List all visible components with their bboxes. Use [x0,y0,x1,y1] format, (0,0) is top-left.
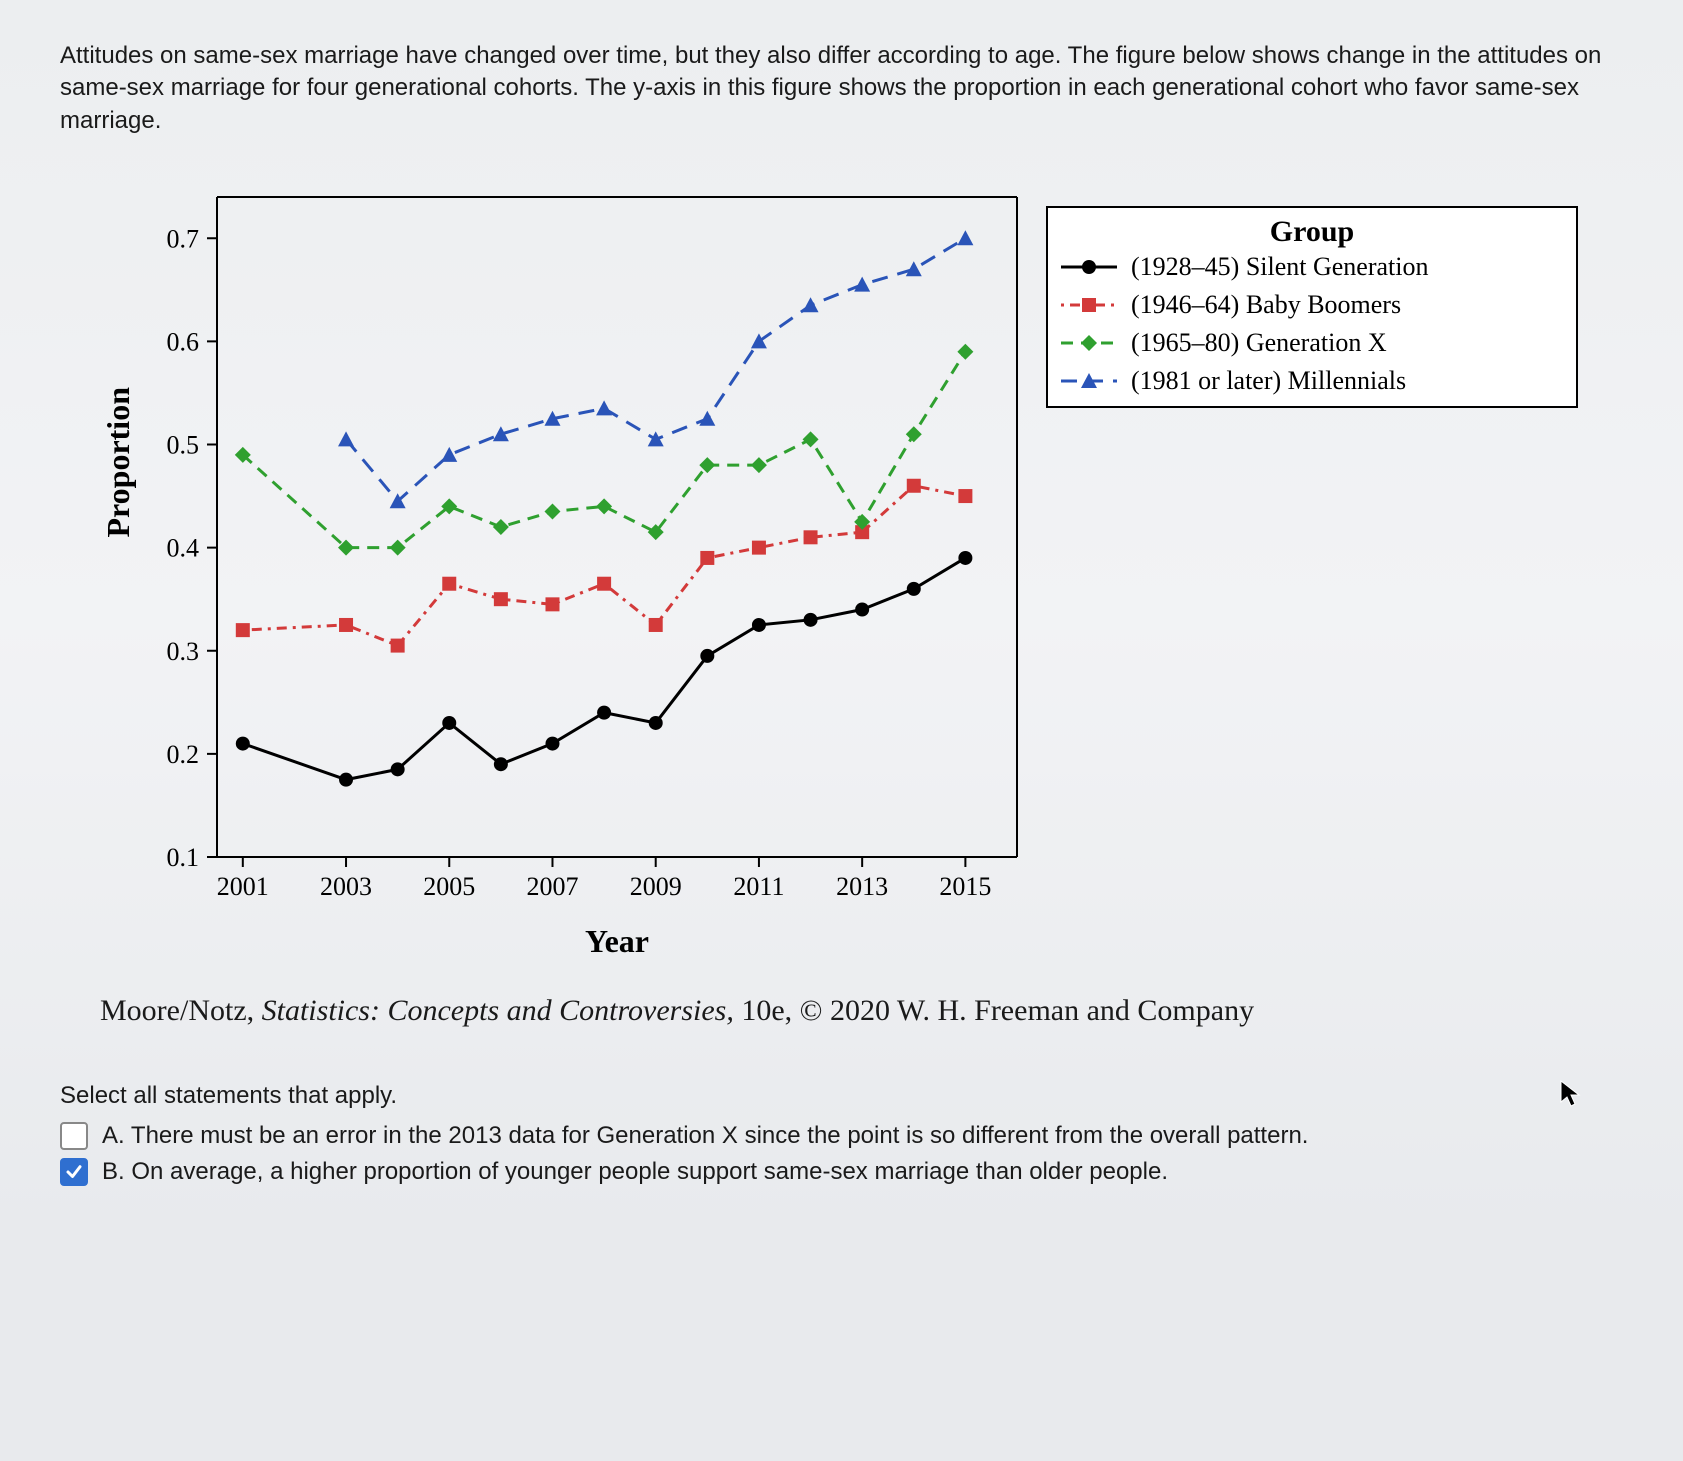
svg-text:2013: 2013 [836,872,888,901]
svg-text:(1981 or later) Millennials: (1981 or later) Millennials [1131,366,1406,395]
svg-text:0.2: 0.2 [167,740,200,769]
option-text-B: B. On average, a higher proportion of yo… [102,1158,1168,1186]
svg-text:(1965–80) Generation X: (1965–80) Generation X [1131,328,1387,357]
legend: Group (1928–45) Silent Generation (1946–64… [1047,207,1577,407]
x-axis-label: Year [217,923,1017,960]
svg-text:Group: Group [1270,215,1354,248]
question-block: Select all statements that apply. A. The… [60,1082,1623,1186]
svg-text:2007: 2007 [526,872,578,901]
svg-text:0.5: 0.5 [167,431,200,460]
option-A[interactable]: A. There must be an error in the 2013 da… [60,1122,1623,1150]
figure: Proportion 0.1 0.2 0.3 0.4 0.5 0.6 0.7 2001 2003… [100,187,1623,960]
y-axis-label: Proportion [100,387,137,538]
svg-text:(1946–64) Baby Boomers: (1946–64) Baby Boomers [1131,290,1401,319]
svg-text:2001: 2001 [217,872,269,901]
svg-text:0.6: 0.6 [167,328,200,357]
line-chart: 0.1 0.2 0.3 0.4 0.5 0.6 0.7 2001 2003 2005 2007 200… [147,187,1597,917]
svg-text:0.7: 0.7 [167,224,200,253]
citation-rest: 10e, © 2020 W. H. Freeman and Company [741,994,1254,1027]
intro-paragraph: Attitudes on same-sex marriage have chan… [60,40,1623,137]
figure-citation: Moore/Notz, Statistics: Concepts and Con… [100,990,1623,1032]
svg-text:2009: 2009 [630,872,682,901]
checkbox-B[interactable] [60,1158,88,1186]
citation-title: Statistics: Concepts and Controversies, [262,994,742,1027]
svg-text:2011: 2011 [733,872,784,901]
question-prompt: Select all statements that apply. [60,1082,1623,1110]
checkbox-A[interactable] [60,1122,88,1150]
svg-text:2015: 2015 [939,872,991,901]
svg-text:0.3: 0.3 [167,637,200,666]
citation-author: Moore/Notz, [100,994,262,1027]
option-text-A: A. There must be an error in the 2013 da… [102,1122,1308,1150]
svg-text:(1928–45) Silent Generation: (1928–45) Silent Generation [1131,252,1429,281]
svg-text:0.4: 0.4 [167,534,200,563]
option-B[interactable]: B. On average, a higher proportion of yo… [60,1158,1623,1186]
svg-text:2003: 2003 [320,872,372,901]
page: Attitudes on same-sex marriage have chan… [0,0,1683,1234]
svg-text:2005: 2005 [423,872,475,901]
svg-text:0.1: 0.1 [167,843,200,872]
